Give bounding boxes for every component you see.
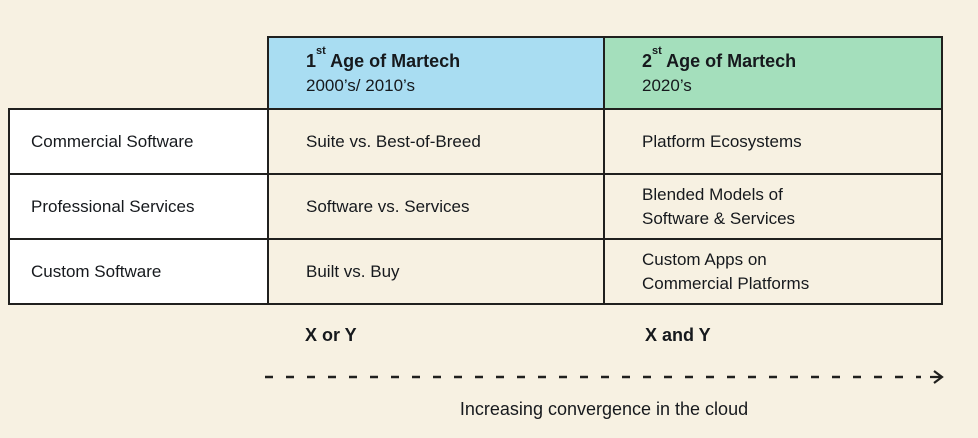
header-age1-ordinal: st (316, 45, 326, 58)
cell-commercial-software-age1: Suite vs. Best-of-Breed (267, 108, 605, 175)
header-age1: 1st Age of Martech 2000’s/ 2010’s (267, 36, 605, 110)
header-age2-title: 2st Age of Martech (642, 45, 941, 73)
convergence-caption: Increasing convergence in the cloud (459, 399, 749, 419)
martech-comparison-table: 1st Age of Martech 2000’s/ 2010’s 2st Ag… (8, 36, 943, 305)
header-age1-subtitle: 2000’s/ 2010’s (306, 75, 416, 95)
cell-commercial-software-age2: Platform Ecosystems (603, 108, 943, 175)
age2-summary-label: X and Y (645, 325, 711, 345)
header-age2: 2st Age of Martech 2020’s (603, 36, 943, 110)
header-age2-subtitle: 2020’s (642, 75, 692, 95)
row-label-commercial-software: Commercial Software (8, 108, 269, 175)
table-row-custom-software: Custom Software Built vs. Buy Custom App… (8, 238, 943, 305)
header-age1-number: 1 (306, 51, 317, 72)
convergence-dashed-arrow (265, 370, 944, 384)
header-age2-number: 2 (642, 51, 653, 72)
table-row-professional-services: Professional Services Software vs. Servi… (8, 173, 943, 240)
cell-professional-services-age1: Software vs. Services (267, 173, 605, 240)
age1-summary-label: X or Y (305, 325, 357, 345)
header-empty-corner (9, 37, 268, 109)
header-age2-ordinal: st (652, 45, 662, 58)
header-age1-title-rest: Age of Martech (325, 51, 461, 72)
row-label-custom-software: Custom Software (8, 238, 269, 305)
cell-professional-services-age2: Blended Models of Software & Services (603, 173, 943, 240)
header-age1-title: 1st Age of Martech (306, 45, 603, 73)
cell-custom-software-age1: Built vs. Buy (267, 238, 605, 305)
cell-custom-software-age2: Custom Apps on Commercial Platforms (603, 238, 943, 305)
header-age2-title-rest: Age of Martech (661, 51, 797, 72)
table-row-commercial-software: Commercial Software Suite vs. Best-of-Br… (8, 108, 943, 175)
arrow-right-icon (930, 370, 944, 384)
row-label-professional-services: Professional Services (8, 173, 269, 240)
